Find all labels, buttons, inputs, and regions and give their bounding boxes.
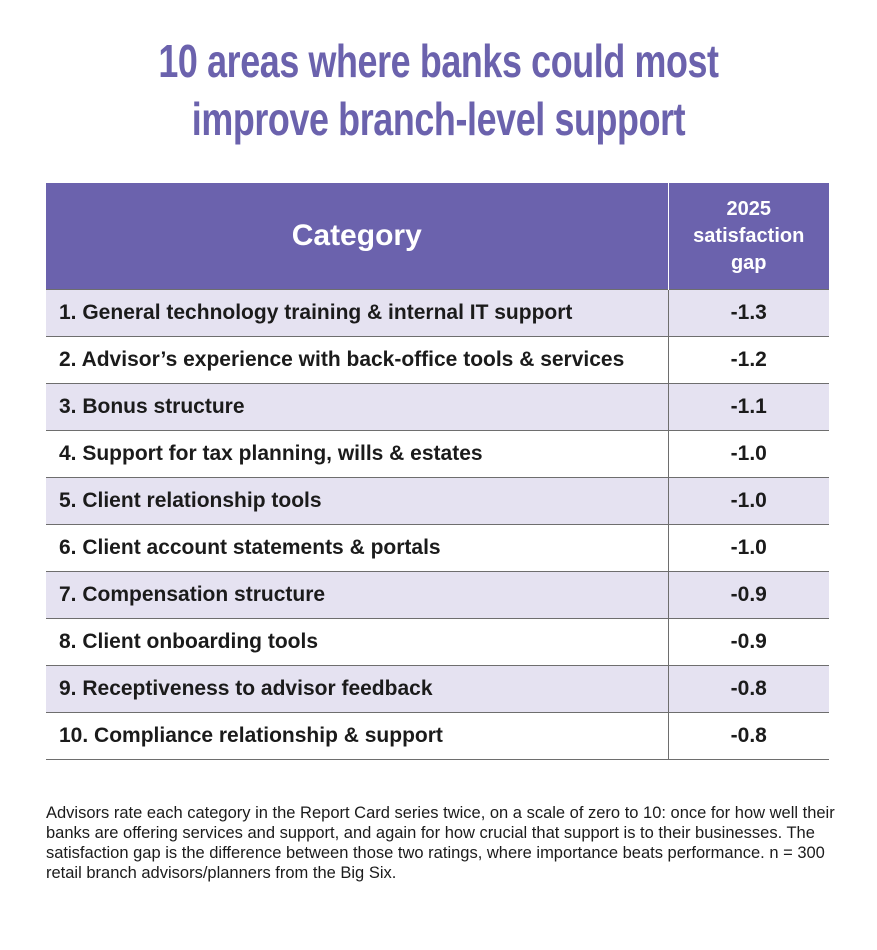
table-row: 1. General technology training & interna… [46, 289, 829, 337]
category-cell: 5. Client relationship tools [46, 477, 669, 525]
gap-cell: -0.9 [668, 618, 829, 666]
footnote: Advisors rate each category in the Repor… [46, 804, 835, 882]
table-row: 2. Advisor’s experience with back-office… [46, 336, 829, 384]
table-row: 9. Receptiveness to advisor feedback -0.… [46, 665, 829, 713]
category-cell: 9. Receptiveness to advisor feedback [46, 665, 669, 713]
satisfaction-gap-table: Category 2025 satisfaction gap 1. Genera… [46, 183, 829, 760]
title-line-1: 10 areas where banks could most [158, 35, 719, 87]
category-cell: 2. Advisor’s experience with back-office… [46, 336, 669, 384]
chart-title: 10 areas where banks could most improve … [96, 32, 780, 148]
gap-header-line-2: satisfaction [693, 224, 805, 247]
category-cell: 3. Bonus structure [46, 383, 669, 431]
gap-header-line-3: gap [730, 251, 767, 274]
table-row: 3. Bonus structure -1.1 [46, 383, 829, 431]
gap-cell: -1.3 [668, 289, 829, 337]
gap-header-line-1: 2025 [726, 197, 772, 220]
gap-cell: -1.1 [668, 383, 829, 431]
gap-cell: -1.0 [668, 430, 829, 478]
gap-cell: -0.8 [668, 712, 829, 760]
table-row: 4. Support for tax planning, wills & est… [46, 430, 829, 478]
table-row: 10. Compliance relationship & support -0… [46, 712, 829, 760]
title-line-2: improve branch-level support [191, 93, 686, 145]
category-cell: 4. Support for tax planning, wills & est… [46, 430, 669, 478]
column-header-category: Category [46, 183, 669, 290]
category-cell: 7. Compensation structure [46, 571, 669, 619]
category-cell: 10. Compliance relationship & support [46, 712, 669, 760]
table-row: 5. Client relationship tools -1.0 [46, 477, 829, 525]
gap-cell: -1.0 [668, 524, 829, 572]
table-row: 6. Client account statements & portals -… [46, 524, 829, 572]
gap-cell: -0.9 [668, 571, 829, 619]
table-header-row: Category 2025 satisfaction gap [46, 183, 829, 290]
table-row: 8. Client onboarding tools -0.9 [46, 618, 829, 666]
category-cell: 6. Client account statements & portals [46, 524, 669, 572]
gap-cell: -1.2 [668, 336, 829, 384]
table-row: 7. Compensation structure -0.9 [46, 571, 829, 619]
category-cell: 1. General technology training & interna… [46, 289, 669, 337]
gap-cell: -0.8 [668, 665, 829, 713]
column-header-gap: 2025 satisfaction gap [668, 183, 829, 290]
gap-cell: -1.0 [668, 477, 829, 525]
category-cell: 8. Client onboarding tools [46, 618, 669, 666]
